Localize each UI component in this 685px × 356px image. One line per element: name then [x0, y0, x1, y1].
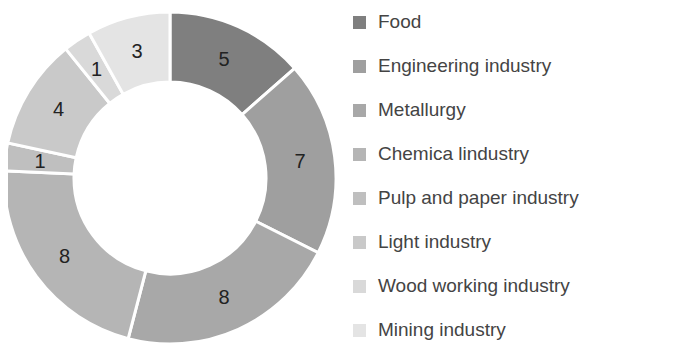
- svg-text:8: 8: [59, 245, 70, 267]
- svg-text:4: 4: [53, 98, 64, 120]
- html-text:Food: Food: [378, 11, 422, 32]
- html-text:Engineering industry: Engineering industry: [378, 55, 552, 76]
- html-text:Metallurgy: Metallurgy: [378, 99, 466, 120]
- svg-text:5: 5: [218, 48, 229, 70]
- html-text:Chemica lindustry: Chemica lindustry: [378, 143, 529, 164]
- html-text:Pulp and paper industry: Pulp and paper industry: [378, 187, 579, 208]
- html-text:Light industry: Light industry: [378, 231, 491, 252]
- svg-text:7: 7: [294, 150, 305, 172]
- html-text:Wood working industry: Wood working industry: [378, 275, 570, 296]
- svg-text:1: 1: [91, 58, 102, 80]
- svg-text:3: 3: [131, 40, 142, 62]
- svg-text:1: 1: [34, 150, 45, 172]
- html-text:Mining industry: Mining industry: [378, 319, 506, 340]
- svg-text:8: 8: [218, 286, 229, 308]
